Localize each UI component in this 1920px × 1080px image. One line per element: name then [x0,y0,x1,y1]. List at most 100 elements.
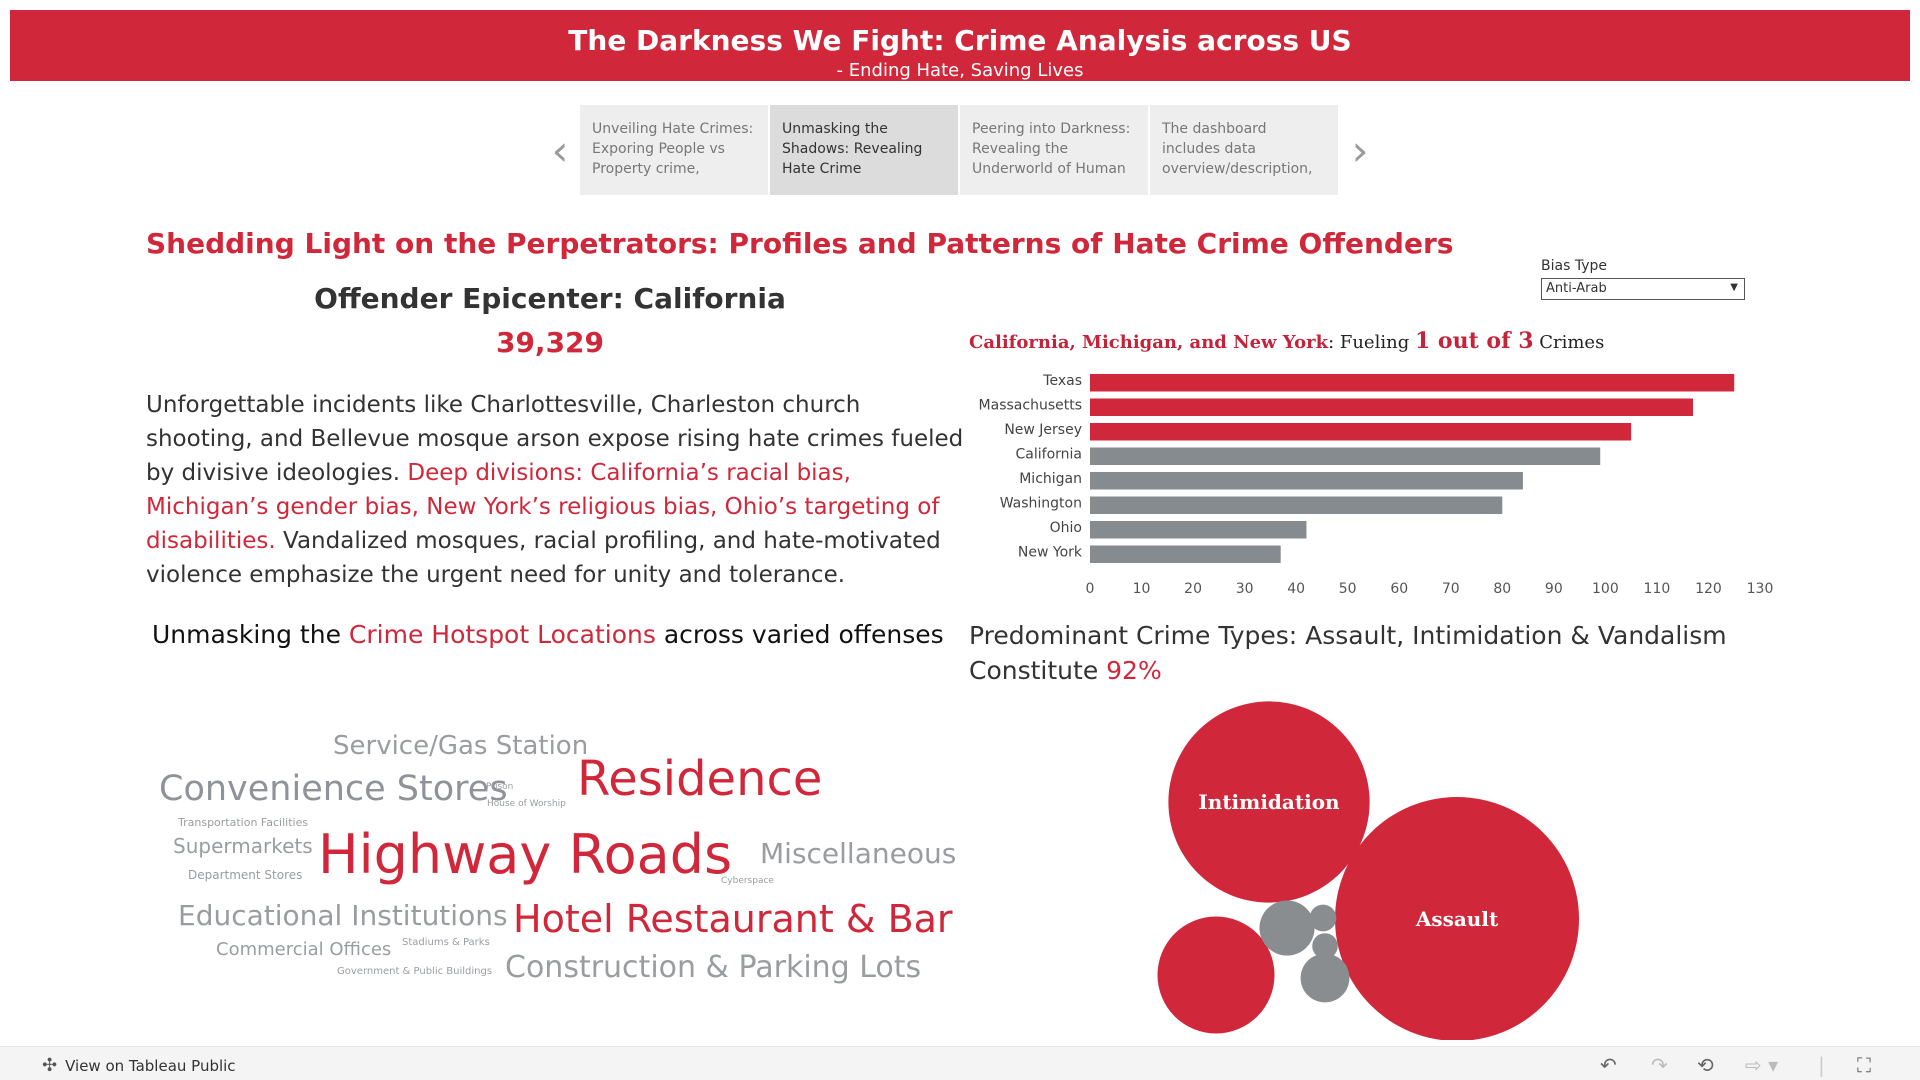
share-icon[interactable]: ⇨ ▾ [1745,1053,1779,1077]
wordcloud-title-part2: across varied offenses [655,620,944,649]
word-stadiums-parks[interactable]: Stadiums & Parks [402,937,490,948]
bubble-label-intimidation: Intimidation [1198,790,1340,814]
bar-label-new-york: New York [1018,545,1083,561]
x-tick-label: 80 [1493,581,1511,594]
bar-michigan[interactable] [1090,472,1523,490]
x-tick-label: 130 [1747,581,1774,594]
bar-texas[interactable] [1090,374,1735,392]
page-title: Shedding Light on the Perpetrators: Prof… [146,227,1454,260]
x-tick-label: 20 [1184,581,1202,594]
view-on-tableau-label: View on Tableau Public [65,1056,236,1075]
bar-washington[interactable] [1090,496,1503,515]
epicenter-title: Offender Epicenter: California [314,282,786,315]
bar-label-michigan: Michigan [1019,471,1082,487]
x-tick-label: 110 [1644,581,1671,594]
wordcloud-title: Unmasking the Crime Hotspot Locations ac… [152,620,944,649]
bar-new-york[interactable] [1090,545,1281,564]
dashboard-subtitle: - Ending Hate, Saving Lives [836,60,1084,81]
description-highlight: Deep divisions: California’s racial bias… [146,460,940,554]
state-bar-chart: Texas Massachusetts New Jersey California Mi… [979,373,1774,594]
x-tick-label: 0 [1086,581,1095,594]
story-point-4[interactable]: The dashboard includes data overview/des… [1150,105,1338,195]
word-service-gas-station[interactable]: Service/Gas Station [333,731,589,761]
view-on-tableau-public-link[interactable]: ✣ View on Tableau Public [42,1055,236,1076]
dropdown-caret-icon: ▼ [1730,282,1738,293]
word-residence[interactable]: Residence [577,751,823,807]
x-tick-label: 120 [1695,581,1722,594]
epicenter-value: 39,329 [495,326,605,359]
bar-label-new-jersey: New Jersey [1004,422,1082,438]
word-cyberspace[interactable]: Cyberspace [721,876,774,886]
bar-title-end: Crimes [1533,332,1605,353]
word-miscellaneous[interactable]: Miscellaneous [760,837,957,870]
tableau-toolbar: ✣ View on Tableau Public ↶ ↷ ⟲ ⇨ ▾ | ⛶ [0,1046,1920,1080]
undo-icon[interactable]: ↶ [1600,1053,1617,1077]
bar-label-ohio: Ohio [1050,520,1082,536]
bar-title-mid: : Fueling [1328,332,1415,353]
chevron-right-icon[interactable]: › [1351,125,1369,175]
bubble-title-highlight: 92% [1106,656,1162,685]
bar-label-washington: Washington [1000,496,1082,512]
word-educational-institutions[interactable]: Educational Institutions [178,899,508,932]
bubble-crime-type-7[interactable] [1324,959,1348,983]
description-text: Unforgettable incidents like Charlottesv… [146,388,966,592]
word-hotel-restaurant-bar[interactable]: Hotel Restaurant & Bar [513,897,953,941]
description-part2: Vandalized mosques, racial profiling, an… [146,528,941,588]
bubble-intimidation[interactable] [1168,701,1370,903]
bar-title-states: California, Michigan, and New York [969,332,1329,353]
word-government-public-buildings[interactable]: Government & Public Buildings [337,966,493,977]
word-supermarkets[interactable]: Supermarkets [173,834,313,858]
word-transportation-facilities[interactable]: Transportation Facilities [178,816,309,829]
bias-type-selected: Anti-Arab [1546,281,1607,296]
bar-massachusetts[interactable] [1090,398,1693,417]
bias-type-label: Bias Type [1541,258,1607,274]
bar-california[interactable] [1090,447,1601,466]
chevron-left-icon[interactable]: ‹ [551,125,569,175]
bias-type-filter: Bias Type Anti-Arab ▼ [1541,258,1746,300]
x-tick-label: 70 [1442,581,1460,594]
word-prison[interactable]: Prison [486,782,514,792]
tableau-logo-icon: ✣ [42,1055,58,1076]
bubble-crime-type-2[interactable] [1157,916,1275,1034]
word-house-of-worship[interactable]: House of Worship [487,799,566,809]
bar-label-texas: Texas [1042,373,1082,389]
story-point-1[interactable]: Unveiling Hate Crimes: Exporing People v… [580,105,768,195]
wordcloud-title-part1: Unmasking the [152,620,349,649]
x-tick-label: 50 [1339,581,1357,594]
bias-type-dropdown[interactable]: Anti-Arab ▼ [1541,278,1745,300]
bubble-crime-type-6[interactable] [1312,933,1338,959]
story-point-3[interactable]: Peering into Darkness: Revealing the Und… [960,105,1148,195]
bar-new-jersey[interactable] [1090,423,1632,441]
word-highway-roads[interactable]: Highway Roads [318,823,733,886]
toolbar-divider: | [1818,1053,1825,1077]
bar-title-highlight: 1 out of 3 [1414,328,1534,354]
x-tick-label: 40 [1287,581,1305,594]
bar-ohio[interactable] [1090,521,1307,539]
bar-label-california: California [1016,447,1082,463]
wordcloud-title-highlight: Crime Hotspot Locations [348,620,656,649]
revert-icon[interactable]: ⟲ [1697,1053,1714,1077]
bubble-title-part1: Predominant Crime Types: Assault, Intimi… [969,621,1727,685]
crime-type-bubble-chart: Assault Intimidation [1157,701,1579,1040]
bubble-assault[interactable] [1335,797,1579,1040]
word-construction-parking-lots[interactable]: Construction & Parking Lots [505,950,922,985]
x-tick-label: 30 [1236,581,1254,594]
dashboard-title: The Darkness We Fight: Crime Analysis ac… [568,24,1352,57]
word-commercial-offices[interactable]: Commercial Offices [216,939,392,960]
fullscreen-icon[interactable]: ⛶ [1857,1053,1871,1077]
bubble-crime-type-3[interactable] [1259,900,1315,956]
word-convenience-stores[interactable]: Convenience Stores [159,769,508,809]
word-department-stores[interactable]: Department Stores [188,868,303,882]
description-part1: Unforgettable incidents like Charlottesv… [146,392,964,486]
bubble-chart-title: Predominant Crime Types: Assault, Intimi… [969,618,1729,688]
x-tick-label: 90 [1545,581,1563,594]
story-navigator: ‹ Unveiling Hate Crimes: Exporing People… [540,104,1380,196]
bubble-crime-type-5[interactable] [1309,904,1337,932]
story-point-2[interactable]: Unmasking the Shadows: Revealing Hate Cr… [770,105,958,195]
redo-icon[interactable]: ↷ [1651,1053,1668,1077]
bar-label-massachusetts: Massachusetts [979,398,1082,414]
x-tick-label: 60 [1390,581,1408,594]
bar-chart-title: California, Michigan, and New York: Fuel… [969,328,1604,354]
bubble-label-assault: Assault [1415,907,1499,931]
